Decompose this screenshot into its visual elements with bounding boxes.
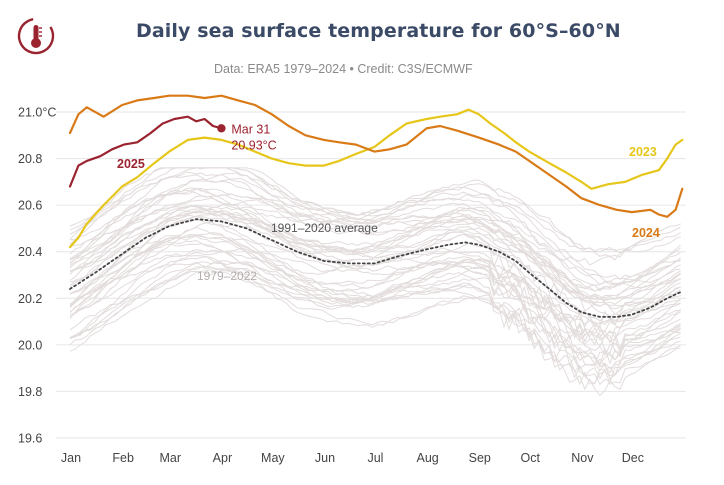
y-axis-ticks: 19.6 19.8 20.0 20.2 20.4 20.6 20.8 21.0°C (18, 106, 56, 446)
history-line (69, 250, 681, 370)
label-2024: 2024 (632, 226, 660, 240)
history-line (69, 187, 681, 302)
history-line (69, 260, 681, 386)
y-tick-label: 19.6 (18, 432, 42, 446)
history-line (69, 235, 681, 356)
thermometer-logo-icon (17, 17, 55, 55)
y-tick-label: 20.4 (18, 245, 42, 259)
x-tick-label: Jul (367, 451, 383, 465)
y-tick-label: 19.8 (18, 385, 42, 399)
x-tick-label: Mar (159, 451, 181, 465)
history-line (69, 167, 681, 258)
series-lines (68, 94, 684, 318)
history-line (69, 167, 681, 252)
history-line (69, 210, 681, 328)
label-2025: 2025 (117, 157, 145, 171)
x-tick-label: Sep (469, 451, 491, 465)
label-2023: 2023 (629, 145, 657, 159)
history-line (69, 174, 681, 280)
series-line-2025 (68, 115, 223, 188)
history-line (69, 193, 681, 301)
history-line (69, 239, 681, 353)
x-axis-ticks: Jan Feb Mar Apr May Jun Jul Aug Sep Oct Nov Dec (61, 451, 644, 465)
history-line (69, 247, 681, 368)
y-tick-label: 20.6 (18, 199, 42, 213)
history-line (69, 171, 681, 283)
mar31-point-2025 (217, 124, 226, 133)
history-line (69, 205, 681, 307)
x-tick-label: May (261, 451, 285, 465)
x-tick-label: Feb (112, 451, 134, 465)
label-history: 1979–2022 (197, 269, 257, 283)
grid-lines (56, 111, 686, 439)
y-tick-label: 20.8 (18, 152, 42, 166)
series-line-average (69, 218, 684, 318)
y-tick-label: 21.0°C (18, 106, 56, 120)
series-line-2024 (68, 94, 684, 218)
history-line (69, 208, 681, 322)
history-line (69, 199, 681, 300)
y-tick-label: 20.2 (18, 292, 42, 306)
x-tick-label: Jun (315, 451, 335, 465)
x-tick-label: Oct (521, 451, 541, 465)
history-line (69, 261, 681, 381)
x-tick-label: Apr (213, 451, 232, 465)
x-tick-label: Aug (416, 451, 438, 465)
x-tick-label: Jan (61, 451, 81, 465)
series-line-2023 (68, 108, 684, 249)
annotation-value: 20.93°C (231, 138, 276, 152)
history-line (69, 187, 681, 292)
y-tick-label: 20.0 (18, 338, 42, 352)
history-line (69, 197, 681, 310)
history-line (69, 256, 681, 365)
annotations: Mar 31 20.93°C 2025 2024 2023 1991–2020 … (117, 122, 660, 283)
history-lines-1979-2022 (69, 167, 681, 397)
x-tick-label: Dec (622, 451, 644, 465)
x-tick-label: Nov (571, 451, 594, 465)
history-line (69, 187, 681, 286)
label-average: 1991–2020 average (271, 221, 378, 235)
annotation-date: Mar 31 (231, 122, 270, 136)
chart-subtitle: Data: ERA5 1979–2024 • Credit: C3S/ECMWF (214, 62, 473, 76)
history-line (69, 232, 681, 345)
chart-title: Daily sea surface temperature for 60°S–6… (136, 20, 621, 42)
history-line (69, 172, 681, 292)
